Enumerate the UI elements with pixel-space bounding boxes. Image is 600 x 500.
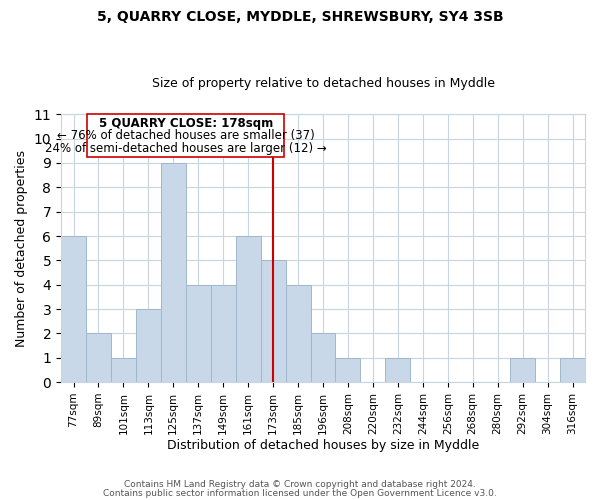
Text: 5 QUARRY CLOSE: 178sqm: 5 QUARRY CLOSE: 178sqm: [98, 117, 273, 130]
Bar: [335, 358, 361, 382]
Y-axis label: Number of detached properties: Number of detached properties: [15, 150, 28, 346]
Bar: [385, 358, 410, 382]
Bar: [311, 334, 335, 382]
Text: Contains HM Land Registry data © Crown copyright and database right 2024.: Contains HM Land Registry data © Crown c…: [124, 480, 476, 489]
Bar: [260, 260, 286, 382]
Title: Size of property relative to detached houses in Myddle: Size of property relative to detached ho…: [152, 76, 494, 90]
Bar: [186, 284, 211, 382]
X-axis label: Distribution of detached houses by size in Myddle: Distribution of detached houses by size …: [167, 440, 479, 452]
Text: 5, QUARRY CLOSE, MYDDLE, SHREWSBURY, SY4 3SB: 5, QUARRY CLOSE, MYDDLE, SHREWSBURY, SY4…: [97, 10, 503, 24]
Bar: [86, 334, 111, 382]
Bar: [236, 236, 260, 382]
Bar: [111, 358, 136, 382]
Bar: [286, 284, 311, 382]
Text: 24% of semi-detached houses are larger (12) →: 24% of semi-detached houses are larger (…: [45, 142, 326, 155]
Bar: [510, 358, 535, 382]
Text: Contains public sector information licensed under the Open Government Licence v3: Contains public sector information licen…: [103, 490, 497, 498]
FancyBboxPatch shape: [87, 114, 284, 157]
Bar: [61, 236, 86, 382]
Bar: [560, 358, 585, 382]
Text: ← 76% of detached houses are smaller (37): ← 76% of detached houses are smaller (37…: [57, 129, 314, 142]
Bar: [161, 163, 186, 382]
Bar: [136, 309, 161, 382]
Bar: [211, 284, 236, 382]
